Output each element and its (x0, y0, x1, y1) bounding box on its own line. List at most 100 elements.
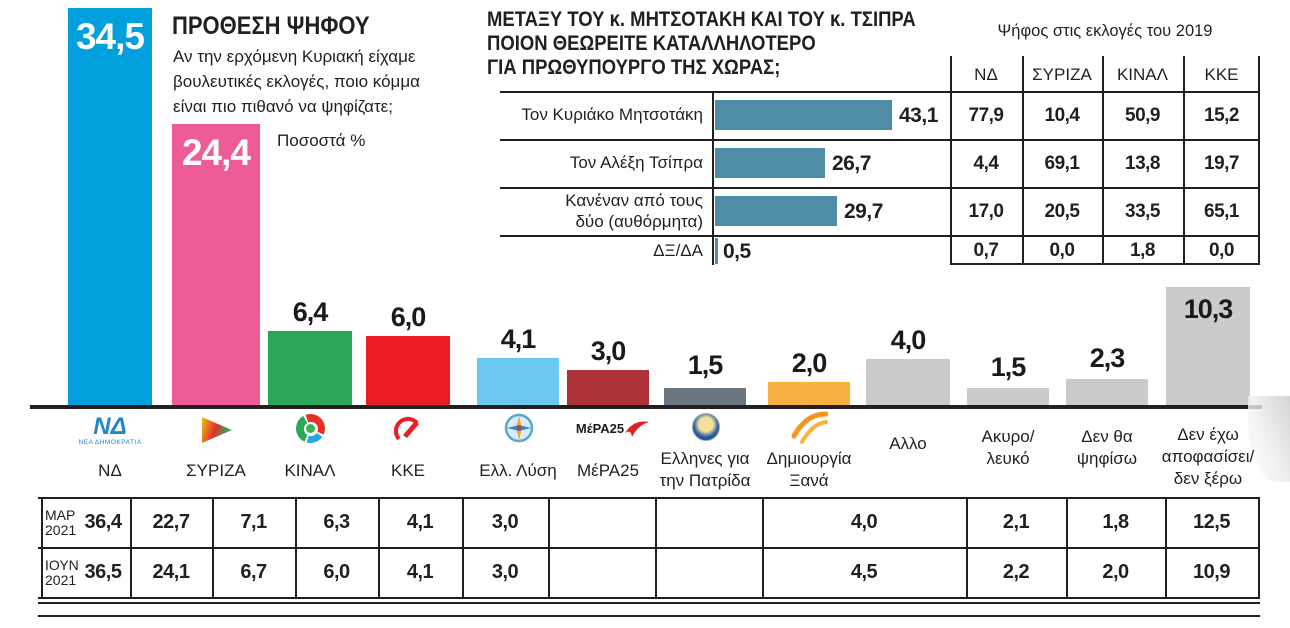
elliniki-lysi-compass-icon (504, 413, 534, 443)
history-cell (548, 497, 655, 547)
table-border (38, 547, 1260, 549)
breakdown-value: 33,5 (1125, 201, 1160, 222)
pm-row-label-line: Κανέναν από τους (565, 191, 703, 210)
breakdown-value: 0,0 (1209, 240, 1234, 261)
history-cell: 36,4 (84, 511, 122, 533)
grid-line (500, 139, 1260, 141)
bar-elliniki-lysi (477, 358, 559, 405)
bar-value: 2,0 (791, 348, 828, 378)
cat-label-line: την Πατρίδα (659, 471, 751, 490)
history-cell: 4,0 (850, 511, 878, 533)
history-cell: 36,5 (84, 561, 122, 583)
breakdown-value: 19,7 (1204, 153, 1239, 174)
pm-bar-neither (715, 196, 837, 226)
pm-bar-tsipras (715, 148, 825, 178)
kinal-logo-icon (296, 414, 325, 443)
table-border (38, 497, 1260, 499)
cat-label-syriza: ΣΥΡΙΖΑ (186, 461, 246, 480)
bar-den-tha (1066, 379, 1148, 405)
bar-syriza (172, 124, 260, 405)
table-divider (1258, 497, 1260, 597)
table-divider (462, 497, 464, 597)
pm-question-title: ΜΕΤΑΞΥ ΤΟΥ κ. ΜΗΤΣΟΤΑΚΗ ΚΑΙ ΤΟΥ κ. ΤΣΙΠΡ… (487, 8, 916, 80)
history-cell: 6,7 (240, 561, 267, 583)
pm-bar-dk (715, 238, 718, 264)
history-cell: 2,1 (1002, 511, 1030, 533)
history-cell: 4,1 (406, 561, 434, 583)
history-cell: 12,5 (1193, 511, 1230, 533)
mera25-logo-icon: ΜέΡΑ25 (568, 418, 658, 438)
breakdown-value: 10,4 (1044, 105, 1080, 126)
pm-bar-value: 26,7 (832, 152, 871, 175)
subtitle-line: βουλευτικές εκλογές, ποιο κόμμα (173, 72, 420, 91)
breakdown-value: 20,5 (1044, 201, 1080, 222)
breakdown-value: 17,0 (968, 201, 1004, 222)
history-cell: 4,1 (406, 511, 434, 533)
table-divider (1066, 497, 1068, 597)
cat-label-den-tha: Δεν θα ψηφίσω (1047, 426, 1167, 470)
grid-line (500, 235, 1260, 237)
kinal-logo-center (306, 424, 315, 433)
breakdown-title: Ψήφος στις εκλογές του 2019 (997, 22, 1213, 40)
grid-line (950, 263, 1260, 265)
table-divider (378, 497, 380, 597)
breakdown-col-syriza: ΣΥΡΙΖΑ (1032, 65, 1092, 84)
nd-logo-icon: ΝΔ ΝΕΑ ΔΗΜΟΚΡΑΤΙΑ (75, 413, 145, 447)
cat-label-line: Ακυρο/ (981, 427, 1035, 446)
breakdown-col-kke: ΚΚΕ (1204, 65, 1239, 84)
history-cell: 4,5 (850, 561, 878, 583)
grid-line (712, 91, 714, 265)
subtitle-line: Αν την ερχόμενη Κυριακή είχαμε (173, 47, 416, 66)
history-row-label-mar2021: ΜΑΡ 2021 (45, 508, 76, 538)
bar-value: 34,5 (75, 16, 145, 57)
cat-label-line: Δεν θα (1081, 427, 1133, 446)
pm-row-label-line: δύο (αυθόρμητα) (575, 212, 703, 231)
cat-label-allo: Αλλο (889, 434, 927, 453)
history-cell (548, 547, 655, 597)
cat-label-dimiourgia: Δημιουργία Ξανά (749, 448, 869, 492)
cat-label-line: Ξανά (789, 471, 829, 490)
bar-dimiourgia (768, 382, 850, 405)
history-cell: 10,9 (1193, 561, 1230, 583)
pm-bar-mitsotakis (715, 100, 892, 130)
row-label-line: ΜΑΡ (45, 507, 76, 523)
breakdown-value: 4,4 (973, 153, 999, 174)
breakdown-value: 15,2 (1204, 105, 1239, 126)
cat-label-line: Δημιουργία (766, 449, 852, 468)
bar-den-exo (1166, 287, 1250, 405)
x-axis-baseline (30, 405, 1262, 409)
pm-row-label: Τον Αλέξη Τσίπρα (569, 153, 703, 172)
cat-label-ellines: Ελληνες για την Πατρίδα (645, 448, 765, 492)
history-cell: 6,0 (323, 561, 350, 583)
bar-value: 2,3 (1089, 343, 1126, 373)
history-cell: 3,0 (491, 511, 519, 533)
table-divider (295, 497, 297, 597)
history-cell: 7,1 (240, 511, 267, 533)
page-title: ΠΡΟΘΕΣΗ ΨΗΦΟΥ (172, 12, 370, 40)
intention-subtitle: Αν την ερχόμενη Κυριακή είχαμε βουλευτικ… (173, 44, 420, 119)
table-divider (41, 497, 43, 597)
pm-bar-value: 0,5 (723, 240, 751, 263)
dimiourgia-xana-logo-icon (791, 411, 828, 444)
bar-allo (866, 359, 950, 405)
unit-note: Ποσοστά % (277, 131, 366, 150)
history-cell: 24,1 (152, 561, 190, 583)
table-border (38, 615, 1260, 617)
table-divider (130, 497, 132, 597)
pm-row-label: ΔΞ/ΔΑ (653, 241, 703, 260)
table-border (38, 597, 1260, 599)
cat-label-line: Δεν έχω (1177, 425, 1239, 444)
grid-line (500, 187, 1260, 189)
grid-line (1183, 56, 1185, 265)
syriza-logo-icon (202, 417, 232, 443)
ellines-gia-tin-patrida-logo-icon (692, 413, 720, 441)
cat-label-elliniki-lysi: Ελλ. Λύση (479, 461, 557, 480)
nd-logo-text: ΝΔ (93, 413, 127, 440)
table-divider (548, 497, 550, 597)
bar-value: 1,5 (990, 352, 1027, 382)
history-row-label-jun2021: ΙΟΥΝ 2021 (45, 558, 79, 588)
grid-line (950, 56, 952, 265)
breakdown-value: 65,1 (1204, 201, 1239, 222)
bar-value: 4,1 (500, 324, 537, 354)
history-cell (655, 547, 762, 597)
